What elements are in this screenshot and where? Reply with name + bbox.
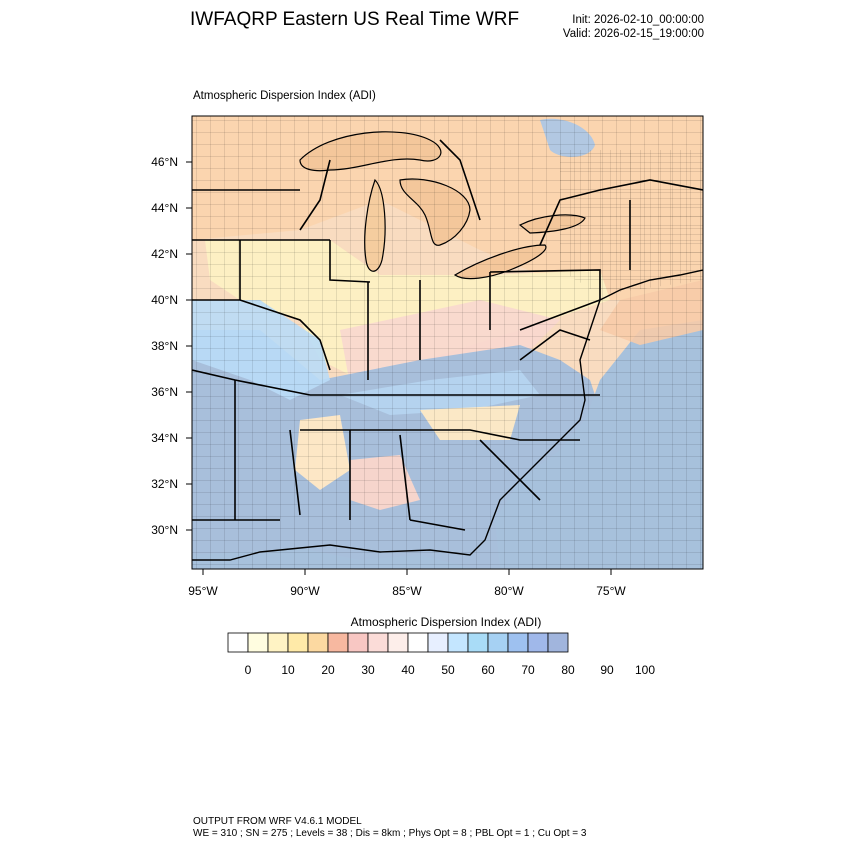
colorbar-label: 90 [600, 663, 614, 677]
colorbar-swatch [427, 632, 449, 653]
colorbar-swatch [367, 632, 389, 653]
colorbar-swatch [347, 632, 369, 653]
colorbar-swatch [267, 632, 289, 653]
lon-label: 75°W [596, 584, 626, 598]
colorbar-swatch [407, 632, 429, 653]
footer-config: WE = 310 ; SN = 275 ; Levels = 38 ; Dis … [193, 828, 587, 839]
colorbar-label: 40 [401, 663, 415, 677]
lat-label: 44°N [151, 201, 178, 215]
lat-tick-marks [186, 161, 192, 531]
colorbar-label: 10 [281, 663, 295, 677]
lat-label: 34°N [151, 431, 178, 445]
colorbar-swatch [467, 632, 489, 653]
colorbar-swatch [507, 632, 529, 653]
colorbar-swatch [227, 632, 249, 653]
map-area [192, 116, 703, 569]
colorbar-label: 20 [321, 663, 335, 677]
colorbar-swatch [387, 632, 409, 653]
legend-title: Atmospheric Dispersion Index (ADI) [350, 615, 542, 629]
colorbar-swatch [487, 632, 509, 653]
colorbar [227, 632, 569, 653]
plot-field-label: Atmospheric Dispersion Index (ADI) [193, 90, 376, 102]
colorbar-labels: 0 10 20 30 40 50 60 70 80 90 100 [245, 663, 656, 677]
map-title: IWFAQRP Eastern US Real Time WRF [190, 9, 520, 30]
lat-label: 36°N [151, 385, 178, 399]
colorbar-label: 30 [361, 663, 375, 677]
lat-label: 42°N [151, 247, 178, 261]
colorbar-swatch [327, 632, 349, 653]
time-info: Init: 2026-02-10_00:00:00 Valid: 2026-02… [563, 13, 704, 41]
colorbar-swatch [287, 632, 309, 653]
lon-label: 85°W [392, 584, 422, 598]
colorbar-label: 0 [245, 663, 252, 677]
lon-tick-marks [202, 569, 612, 575]
colorbar-label: 70 [521, 663, 535, 677]
colorbar-swatch [447, 632, 469, 653]
colorbar-label: 80 [561, 663, 575, 677]
colorbar-swatch [527, 632, 549, 653]
colorbar-label: 50 [441, 663, 455, 677]
coastline [192, 269, 703, 561]
northeast-county-grid [560, 150, 703, 295]
lon-label: 95°W [188, 584, 218, 598]
lat-label: 40°N [151, 293, 178, 307]
init-time: Init: 2026-02-10_00:00:00 [572, 14, 704, 26]
lon-label: 80°W [494, 584, 524, 598]
lat-label: 30°N [151, 523, 178, 537]
lat-labels: 46°N 44°N 42°N 40°N 38°N 36°N 34°N 32°N … [151, 155, 178, 537]
colorbar-swatch [247, 632, 269, 653]
valid-time: Valid: 2026-02-15_19:00:00 [562, 28, 704, 40]
lon-labels: 95°W 90°W 85°W 80°W 75°W [188, 584, 626, 598]
lon-label: 90°W [290, 584, 320, 598]
colorbar-swatch [547, 632, 569, 653]
colorbar-label: 100 [635, 663, 655, 677]
lat-label: 38°N [151, 339, 178, 353]
footer-model: OUTPUT FROM WRF V4.6.1 MODEL [193, 816, 362, 827]
state-boundaries [192, 139, 703, 531]
lat-label: 46°N [151, 155, 178, 169]
map-frame [191, 115, 704, 570]
lat-label: 32°N [151, 477, 178, 491]
colorbar-label: 60 [481, 663, 495, 677]
colorbar-swatch [307, 632, 329, 653]
